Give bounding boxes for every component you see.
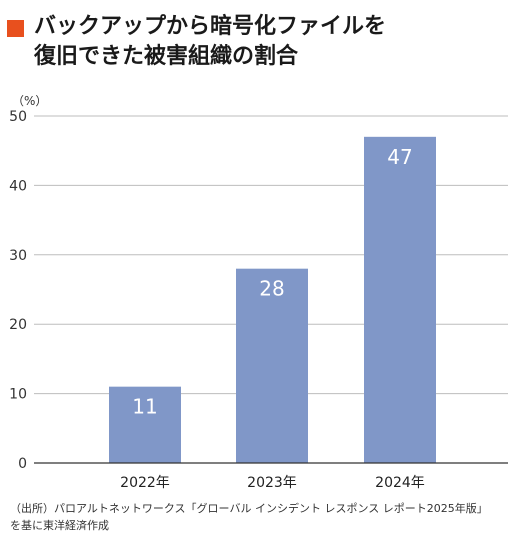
title-accent-square [7,20,24,37]
data-label-2023年: 28 [259,277,284,301]
bar-2022年 [109,386,181,463]
y-tick-label-40: 40 [9,178,27,194]
chart-title: バックアップから暗号化ファイルを 復旧できた被害組織の割合 [34,12,504,72]
y-axis-unit-label: （%） [12,94,48,108]
source-note-line-2: を基に東洋経済作成 [10,519,109,532]
y-tick-label-0: 0 [18,456,27,472]
chart-title-line-2: 復旧できた被害組織の割合 [34,44,299,69]
y-tick-label-20: 20 [9,317,27,333]
y-tick-label-50: 50 [9,109,27,125]
x-tick-label-2024年: 2024年 [375,475,425,491]
data-label-2024年: 47 [387,145,412,169]
y-tick-label-30: 30 [9,248,27,264]
x-tick-label-2022年: 2022年 [120,475,170,491]
source-note: （出所）パロアルトネットワークス「グローバル インシデント レスポンス レポート… [10,500,515,534]
data-label-2022年: 11 [132,395,157,419]
x-tick-label-2023年: 2023年 [247,475,297,491]
bar-2023年 [236,268,308,463]
y-tick-label-10: 10 [9,387,27,403]
source-note-line-1: （出所）パロアルトネットワークス「グローバル インシデント レスポンス レポート… [10,502,488,515]
chart-title-line-1: バックアップから暗号化ファイルを [34,14,387,39]
bar-2024年 [364,136,436,463]
